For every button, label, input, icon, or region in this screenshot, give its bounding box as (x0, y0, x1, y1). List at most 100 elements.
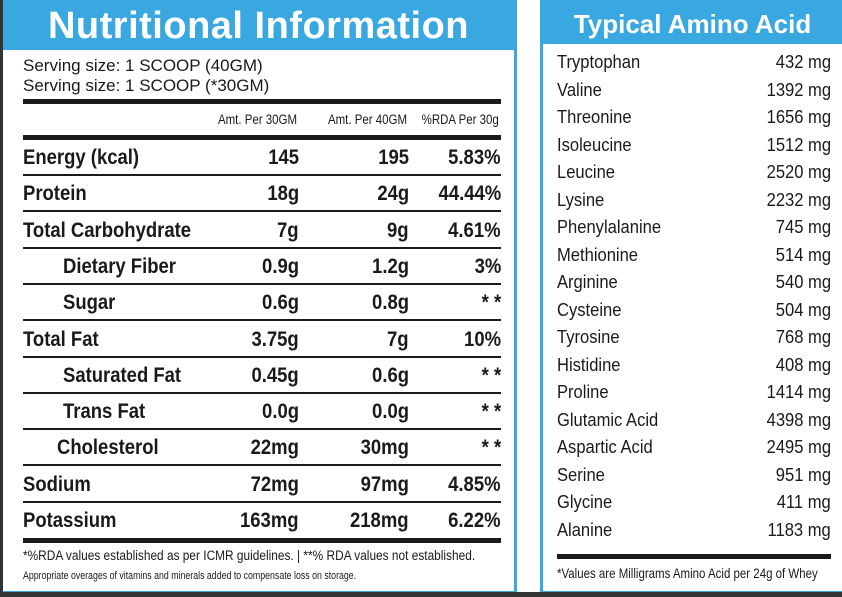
serving-size-30: Serving size: 1 SCOOP (*30GM) (23, 76, 270, 95)
amino-title: Typical Amino Acid (543, 0, 842, 44)
amino-acid-name: Alanine (557, 519, 613, 540)
amino-acid-name: Threonine (557, 107, 632, 127)
amino-acid-name: Phenylalanine (557, 217, 662, 237)
nutrient-row: Sodium 72mg 97mg 4.85% (23, 467, 501, 503)
rda-percent: 5.83% (448, 146, 501, 169)
amount-30gm: 0.0g (262, 400, 299, 424)
divider (557, 554, 831, 559)
amino-acid-row: Proline 1414 mg (557, 382, 831, 409)
amino-acid-row: Isoleucine 1512 mg (557, 135, 831, 162)
rda-percent: 4.61% (448, 218, 501, 242)
nutrition-title: Nutritional Information (3, 0, 514, 50)
amount-30gm: 3.75g (251, 327, 299, 351)
rda-percent: * * (481, 291, 501, 315)
amino-acid-row: Glycine 411 mg (557, 492, 831, 519)
rda-footnote: *%RDA values established as per ICMR gui… (23, 548, 476, 563)
nutrient-name: Total Fat (23, 327, 99, 351)
amount-40gm: 0.8g (372, 291, 409, 315)
nutrient-name: Cholesterol (57, 436, 159, 460)
amino-acid-panel: Typical Amino Acid Tryptophan 432 mg Vali… (540, 0, 842, 594)
amount-40gm: 218mg (350, 509, 409, 532)
row-divider (23, 500, 501, 503)
nutrient-row: Trans Fat 0.0g 0.0g * * (23, 394, 501, 430)
amino-acid-row: Valine 1392 mg (557, 80, 831, 107)
amino-acid-value: 2495 mg (766, 437, 831, 457)
amount-30gm: 163mg (240, 509, 299, 532)
amino-acid-name: Tyrosine (557, 327, 620, 347)
amino-acid-row: Tyrosine 768 mg (557, 327, 831, 354)
amino-acid-row: Aspartic Acid 2495 mg (557, 437, 831, 464)
amino-acid-name: Cysteine (557, 299, 622, 320)
row-divider (23, 210, 501, 213)
amount-40gm: 195 (378, 146, 409, 169)
amino-acid-row: Serine 951 mg (557, 465, 831, 492)
amino-acid-value: 408 mg (775, 354, 831, 375)
amino-acid-value: 1512 mg (766, 134, 831, 155)
rda-percent: * * (481, 400, 501, 424)
amino-acid-value: 540 mg (775, 272, 831, 292)
rda-percent: 10% (464, 327, 501, 351)
nutrient-row: Energy (kcal) 145 195 5.83% (23, 140, 501, 176)
column-header-40gm: Amt. Per 40GM (327, 112, 407, 127)
amino-acid-value: 951 mg (775, 464, 831, 485)
amino-acid-value: 4398 mg (766, 409, 831, 430)
divider (23, 538, 501, 543)
nutrient-row: Sugar 0.6g 0.8g * * (23, 285, 501, 321)
row-divider (23, 319, 501, 322)
nutrient-name: Energy (kcal) (23, 146, 140, 169)
amino-acid-name: Tryptophan (557, 52, 641, 72)
row-divider (23, 391, 501, 394)
overage-footnote: Appropriate overages of vitamins and min… (23, 570, 357, 582)
nutrient-name: Protein (23, 182, 87, 206)
amino-acid-name: Lysine (557, 189, 605, 210)
amount-40gm: 9g (387, 218, 409, 242)
amount-30gm: 0.9g (262, 254, 299, 278)
rda-percent: 6.22% (448, 509, 501, 532)
amino-acid-value: 1183 mg (767, 519, 831, 540)
nutrient-name: Total Carbohydrate (23, 218, 192, 242)
rda-percent: * * (481, 436, 501, 460)
amino-footnote: *Values are Milligrams Amino Acid per 24… (557, 565, 818, 581)
row-divider (23, 246, 501, 249)
nutrient-name: Dietary Fiber (63, 254, 176, 278)
amino-acid-name: Glutamic Acid (557, 409, 659, 430)
serving-size-40: Serving size: 1 SCOOP (40GM) (23, 56, 263, 75)
amino-acid-row: Methionine 514 mg (557, 245, 831, 272)
row-divider (23, 282, 501, 285)
amount-40gm: 30mg (360, 436, 409, 460)
nutrient-row: Total Fat 3.75g 7g 10% (23, 322, 501, 358)
column-header-rda: %RDA Per 30g (421, 112, 499, 127)
row-divider (23, 464, 501, 467)
amino-acid-value: 1414 mg (766, 382, 831, 402)
amino-acid-name: Proline (557, 382, 609, 402)
amount-30gm: 0.6g (262, 291, 299, 315)
amino-acid-name: Valine (557, 79, 602, 100)
amino-acid-row: Cysteine 504 mg (557, 300, 831, 327)
nutrient-row: Cholesterol 22mg 30mg * * (23, 430, 501, 466)
amino-acid-value: 514 mg (775, 244, 831, 265)
amount-30gm: 18g (267, 182, 299, 206)
nutrient-name: Sodium (23, 472, 91, 496)
amino-acid-name: Histidine (557, 354, 621, 375)
amino-acid-value: 2520 mg (766, 162, 831, 182)
amino-acid-value: 2232 mg (766, 189, 831, 210)
amino-acid-value: 411 mg (776, 492, 831, 512)
amino-acid-row: Leucine 2520 mg (557, 162, 831, 189)
amino-acid-value: 504 mg (775, 299, 831, 320)
rda-percent: 44.44% (438, 182, 501, 206)
row-divider (23, 428, 501, 431)
column-header-30gm: Amt. Per 30GM (217, 112, 297, 127)
amino-acid-value: 1392 mg (766, 79, 831, 100)
bottom-border (0, 592, 842, 597)
amino-acid-name: Isoleucine (557, 134, 632, 155)
amount-30gm: 7g (277, 218, 299, 242)
amino-acid-value: 768 mg (775, 327, 831, 347)
amino-acid-name: Arginine (557, 272, 618, 292)
amino-acid-row: Glutamic Acid 4398 mg (557, 410, 831, 437)
amino-acid-name: Methionine (557, 244, 639, 265)
amino-acid-row: Phenylalanine 745 mg (557, 217, 831, 244)
nutrient-name: Saturated Fat (63, 363, 182, 387)
amino-acid-name: Aspartic Acid (557, 437, 653, 457)
amino-acid-row: Alanine 1183 mg (557, 520, 831, 547)
amino-acid-row: Threonine 1656 mg (557, 107, 831, 134)
